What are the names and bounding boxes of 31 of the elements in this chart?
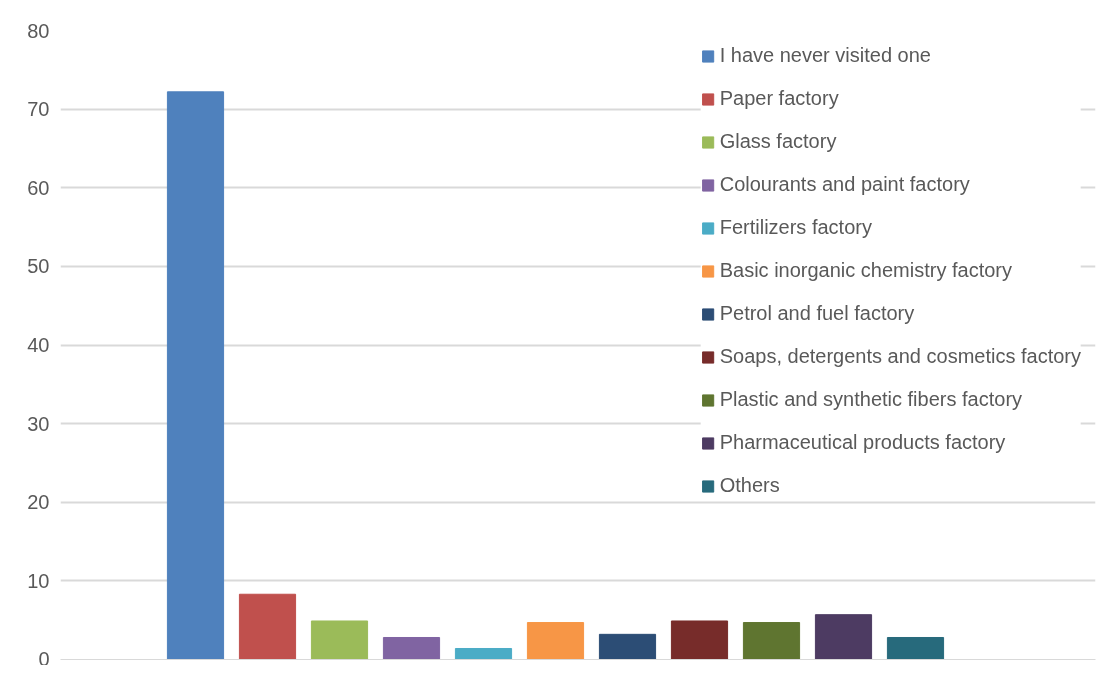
legend-label: Paper factory — [719, 87, 839, 110]
legend-label: Plastic and synthetic fibers factory — [719, 388, 1023, 411]
y-tick-label: 0 — [38, 647, 50, 670]
bar — [886, 636, 945, 660]
y-tick-label: 30 — [27, 412, 50, 435]
legend-label: Glass factory — [719, 130, 837, 153]
y-tick-label: 70 — [27, 98, 50, 121]
legend-label: Soaps, detergents and cosmetics factory — [719, 345, 1081, 368]
y-tick-label: 60 — [27, 176, 50, 199]
bar — [310, 620, 369, 660]
bar — [814, 614, 873, 660]
bar — [382, 636, 441, 660]
legend-label: Petrol and fuel factory — [719, 302, 915, 325]
bar — [598, 633, 657, 660]
legend-label: Fertilizers factory — [719, 216, 872, 239]
bar — [742, 622, 801, 660]
y-tick-label: 80 — [27, 19, 50, 42]
y-tick-label: 10 — [27, 569, 50, 592]
y-tick-label: 20 — [27, 491, 50, 514]
bar — [670, 620, 729, 660]
legend-label: Basic inorganic chemistry factory — [719, 259, 1013, 282]
legend-label: I have never visited one — [719, 44, 931, 67]
bar — [238, 593, 297, 660]
y-tick-label: 40 — [27, 334, 50, 356]
y-tick-label: 50 — [27, 255, 50, 278]
legend-label: Colourants and paint factory — [719, 173, 970, 196]
legend-label: Others — [719, 474, 780, 497]
legend-label: Pharmaceutical products factory — [719, 431, 1006, 454]
bar — [526, 622, 585, 660]
bar — [166, 91, 225, 660]
bar — [454, 647, 513, 660]
